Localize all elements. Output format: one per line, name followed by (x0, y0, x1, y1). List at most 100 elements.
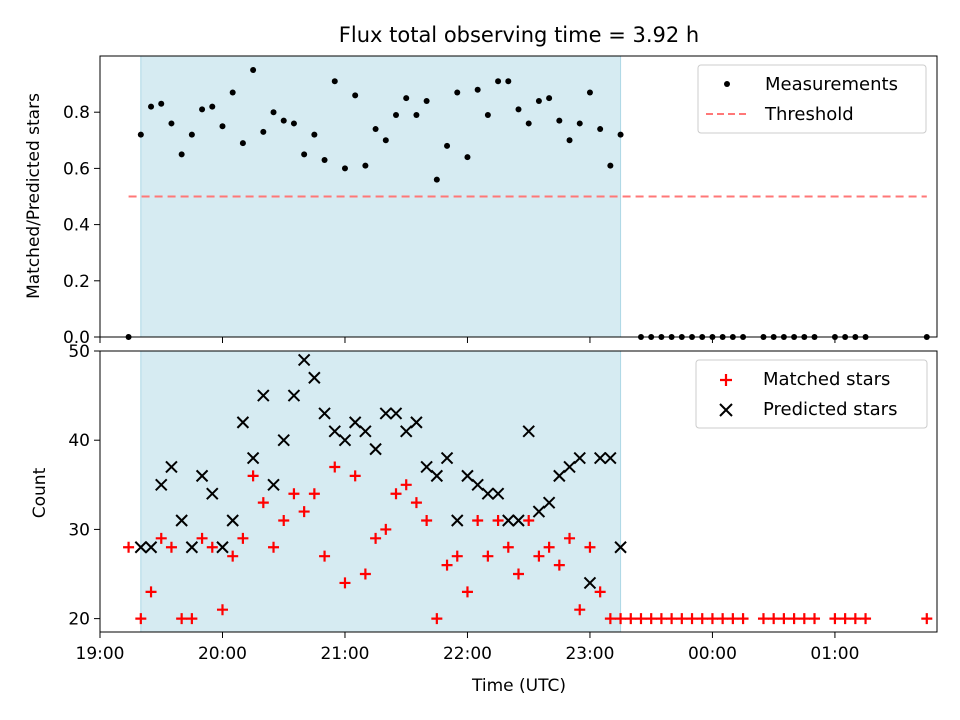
predicted-star-point (185, 541, 199, 554)
predicted-star-point (614, 541, 627, 554)
matched-star-point (472, 514, 484, 526)
bottom-observing-window-shade (140, 350, 622, 633)
predicted-star-point (512, 514, 525, 527)
top-panel: 0.0 0.2 0.4 0.6 0.8 Flux total observing tim… (24, 23, 938, 348)
matched-star-point (604, 613, 616, 625)
predicted-star-point (604, 451, 617, 465)
predicted-star-point (491, 487, 505, 500)
matched-star-point (533, 550, 545, 562)
matched-star-point (196, 532, 208, 544)
matched-star-point (176, 613, 188, 625)
measurement-point (148, 103, 155, 110)
matched-star-point (227, 550, 239, 562)
x-tick-label: 00:00 (688, 644, 737, 664)
matched-star-point (441, 559, 453, 571)
predicted-star-point (420, 460, 433, 474)
x-axis-label: Time (UTC) (471, 676, 566, 696)
predicted-star-point (389, 407, 403, 420)
matched-star-point (123, 541, 135, 553)
top-y-tick-label: 0.4 (63, 216, 90, 236)
measurement-point (270, 109, 277, 116)
x-tick-label: 22:00 (443, 644, 492, 664)
measurement-point (199, 106, 206, 113)
predicted-star-point (134, 541, 148, 554)
predicted-star-point (308, 371, 321, 384)
predicted-star-point (440, 451, 454, 465)
matched-star-point (615, 613, 627, 625)
top-y-tick-label: 0.8 (63, 103, 90, 123)
predicted-star-point (175, 514, 188, 527)
matched-star-point (298, 506, 310, 518)
matched-star-point (390, 488, 402, 500)
bottom-x-ticks: 19:00 20:00 21:00 22:00 23:00 00:00 01:00 (76, 632, 859, 664)
measurement-point (464, 154, 471, 161)
bottom-y-ticks: 20 30 40 50 (68, 342, 100, 630)
predicted-star-point (338, 433, 352, 447)
matched-star-point (206, 541, 218, 553)
legend-threshold-label: Threshold (764, 104, 854, 125)
top-y-ticks: 0.0 0.2 0.4 0.6 0.8 (63, 103, 100, 348)
predicted-star-point (155, 478, 168, 492)
measurement-point (219, 123, 226, 130)
measurement-point (454, 89, 461, 96)
measurement-point (535, 97, 542, 104)
matched-star-point (645, 613, 657, 625)
matched-star-point (155, 532, 167, 544)
measurement-point (178, 151, 185, 158)
matched-star-point (308, 488, 320, 500)
matched-star-point (523, 514, 535, 526)
matched-star-point (584, 541, 596, 553)
matched-star-point (778, 613, 790, 625)
top-y-tick-label: 0.0 (63, 328, 90, 348)
matched-star-point (666, 613, 678, 625)
matched-star-point (625, 613, 637, 625)
bottom-legend-box (695, 359, 928, 429)
measurement-point (137, 131, 144, 138)
top-y-tick-label: 0.6 (63, 159, 90, 179)
top-axes-frame (99, 55, 938, 338)
predicted-star-point (369, 442, 382, 456)
matched-star-point (502, 541, 514, 553)
matched-star-point (278, 514, 290, 526)
predicted-star-point (400, 425, 413, 438)
predicted-star-point (583, 576, 597, 590)
matched-star-point (798, 613, 810, 625)
bottom-y-tick-label: 50 (68, 342, 90, 362)
matched-star-point (849, 613, 861, 625)
matched-star-point (421, 514, 433, 526)
measurement-point (423, 97, 430, 104)
measurement-point (250, 67, 257, 74)
predicted-star-point (216, 541, 229, 554)
measurement-point (290, 120, 297, 127)
measurement-point (260, 128, 267, 135)
predicted-star-point (430, 469, 444, 483)
measurement-point (617, 131, 624, 138)
matched-star-point (594, 586, 606, 598)
measurement-point (403, 95, 410, 102)
bottom-panel: 20 30 40 50 19:00 20:00 21:00 22:00 23:00 00:00 0… (30, 342, 938, 696)
measurement-point (515, 106, 522, 113)
legend-matched-label: Matched stars (763, 369, 890, 390)
measurement-point (382, 137, 389, 144)
matched-star-point (461, 586, 473, 598)
x-tick-label: 20:00 (198, 644, 247, 664)
x-tick-label: 19:00 (76, 644, 125, 664)
top-marks (125, 67, 930, 340)
legend-predicted-label: Predicted stars (763, 399, 897, 420)
matched-star-point (635, 613, 647, 625)
predicted-star-point (236, 416, 250, 429)
matched-star-point (135, 613, 147, 625)
matched-star-point (380, 523, 392, 535)
matched-star-point (145, 586, 157, 598)
matched-star-point (257, 497, 269, 509)
predicted-star-point (542, 496, 556, 509)
measurement-point (229, 89, 236, 96)
measurement-point (525, 120, 532, 127)
matched-star-point (400, 479, 412, 491)
predicted-star-point (573, 451, 586, 465)
matched-star-point (839, 613, 851, 625)
matched-star-point (696, 613, 708, 625)
matched-star-point (788, 613, 800, 625)
legend-measurements-label: Measurements (765, 74, 898, 95)
